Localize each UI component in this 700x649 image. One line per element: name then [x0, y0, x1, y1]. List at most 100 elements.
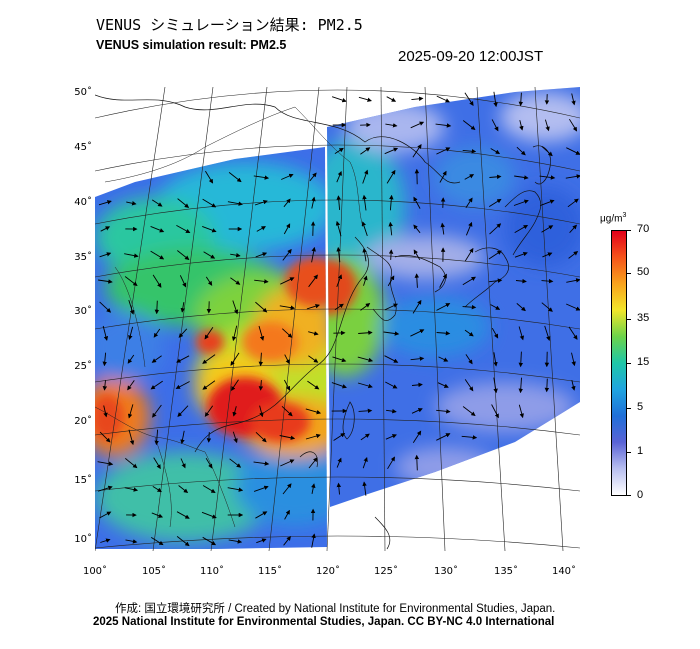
colorbar-tick-0: 0: [637, 489, 644, 501]
wind-arrow: [305, 433, 321, 440]
wind-arrow: [386, 96, 397, 102]
wind-arrow: [388, 249, 394, 260]
wind-arrow: [335, 220, 342, 237]
colorbar-tick-70: 70: [637, 223, 650, 235]
wind-arrow: [99, 511, 112, 519]
map-canvas: [95, 87, 580, 551]
wind-arrow: [385, 434, 397, 440]
wind-arrow: [201, 511, 217, 519]
wind-arrow: [282, 248, 292, 261]
lon-tick-120: 120˚: [315, 566, 341, 577]
wind-arrow: [386, 169, 396, 184]
lat-tick-30: 30˚: [74, 306, 92, 317]
wind-arrow: [384, 147, 399, 155]
wind-arrow: [462, 406, 476, 417]
wind-arrow: [227, 487, 244, 492]
wind-arrow: [97, 485, 113, 492]
wind-arrow: [493, 352, 498, 367]
wind-arrow: [490, 304, 501, 310]
wind-arrow: [102, 380, 108, 391]
wind-arrow: [307, 380, 320, 390]
wind-arrow: [568, 251, 579, 259]
wind-arrow: [462, 304, 477, 310]
wind-arrow: [363, 275, 368, 286]
lon-tick-100: 100˚: [82, 566, 108, 577]
wind-arrow: [306, 304, 320, 310]
wind-arrow: [566, 278, 580, 283]
lat-tick-25: 25˚: [74, 361, 92, 372]
credit-text: 作成: 国立環境研究所 / Created by National Instit…: [115, 603, 556, 615]
wind-arrow: [411, 382, 423, 388]
wind-arrow: [566, 303, 580, 311]
wind-arrow: [513, 199, 529, 206]
wind-arrow: [124, 487, 139, 492]
wind-arrow: [176, 355, 190, 363]
wind-arrow: [412, 144, 422, 158]
colorbar-tick-50: 50: [637, 266, 650, 278]
wind-arrow: [308, 274, 318, 288]
wind-arrow: [411, 96, 424, 102]
wind-arrow: [176, 225, 191, 234]
wind-arrow: [126, 201, 137, 206]
wind-arrow: [127, 380, 135, 391]
wind-arrow: [99, 431, 111, 443]
colorbar-mark: [627, 319, 631, 320]
colorbar-mark: [627, 230, 631, 231]
wind-arrow: [150, 537, 164, 546]
wind-arrow: [493, 377, 498, 394]
wind-arrow: [491, 404, 499, 419]
wind-arrow: [331, 382, 347, 389]
wind-arrow: [413, 224, 421, 234]
wind-arrow: [462, 149, 477, 154]
wind-arrow: [357, 356, 374, 363]
wind-arrow: [280, 277, 295, 285]
longitude-line: [476, 87, 506, 551]
wind-arrow: [176, 536, 190, 547]
latitude-line: [95, 363, 580, 383]
latitude-line: [95, 199, 580, 225]
lon-tick-125: 125˚: [373, 566, 399, 577]
wind-arrow: [311, 533, 316, 548]
wind-arrow: [436, 147, 451, 155]
wind-arrow: [514, 224, 529, 233]
wind-arrow: [258, 352, 264, 367]
lat-tick-10: 10˚: [74, 534, 92, 545]
wind-arrow: [180, 430, 185, 445]
wind-arrow: [436, 409, 451, 414]
wind-arrow: [230, 352, 240, 366]
wind-arrow: [177, 198, 190, 208]
wind-arrow: [258, 325, 265, 341]
wind-arrow: [127, 404, 134, 419]
model-domain-east: [327, 87, 580, 507]
wind-arrow: [309, 172, 317, 182]
wind-arrow: [178, 485, 189, 494]
wind-arrow: [544, 378, 550, 393]
wind-arrow: [205, 457, 213, 469]
wind-arrow: [102, 352, 107, 367]
wind-arrow: [311, 196, 316, 209]
wind-arrow: [439, 170, 447, 183]
wind-arrow: [231, 325, 238, 342]
longitude-line: [210, 87, 268, 551]
wind-arrow: [152, 274, 162, 288]
wind-arrow: [489, 174, 502, 180]
wind-arrow: [360, 147, 371, 155]
wind-arrow: [179, 275, 187, 288]
wind-arrow: [332, 356, 347, 363]
latitude-line: [95, 89, 580, 119]
wind-arrow: [464, 247, 474, 262]
lat-tick-15: 15˚: [74, 475, 92, 486]
wind-arrow: [412, 299, 422, 314]
wind-arrow: [125, 539, 138, 544]
wind-arrow: [571, 352, 576, 367]
wind-arrow: [362, 481, 367, 496]
wind-arrow: [125, 458, 138, 469]
wind-arrow: [384, 303, 399, 311]
wind-arrow: [253, 485, 269, 492]
colorbar-unit-text: μg/m: [600, 213, 623, 225]
wind-arrow: [571, 379, 576, 391]
wind-arrow: [516, 146, 526, 156]
page-title-jp: VENUS シミュレーション結果: PM2.5: [96, 16, 363, 34]
wind-arrow: [336, 274, 343, 288]
colorbar: [611, 230, 627, 496]
